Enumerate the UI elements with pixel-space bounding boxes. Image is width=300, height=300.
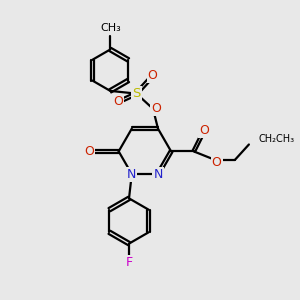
Text: F: F [125,256,133,269]
Text: O: O [212,156,222,169]
Text: N: N [153,168,163,181]
Text: O: O [148,69,158,82]
Text: O: O [199,124,209,137]
Text: S: S [132,87,141,100]
Text: CH₃: CH₃ [100,23,121,33]
Text: CH₂CH₃: CH₂CH₃ [259,134,295,144]
Text: N: N [127,168,136,181]
Text: O: O [113,95,123,108]
Text: O: O [84,145,94,158]
Text: O: O [151,102,161,115]
